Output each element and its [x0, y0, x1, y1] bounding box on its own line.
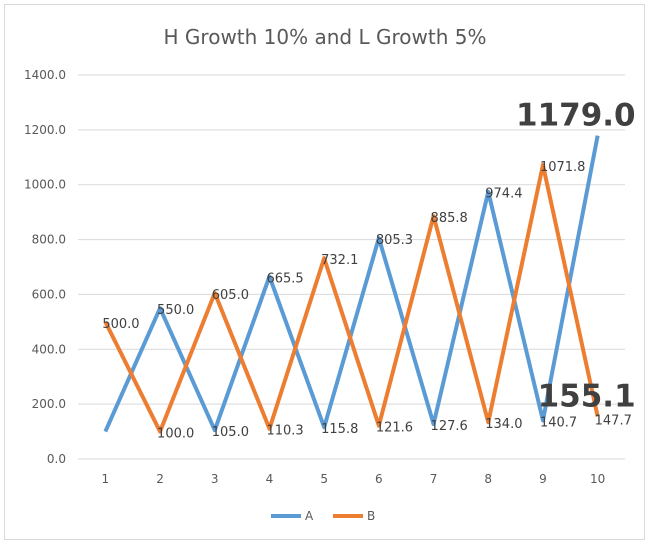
data-label: 665.5: [266, 271, 303, 286]
y-tick-label: 800.0: [32, 233, 66, 247]
legend-label-b: B: [367, 509, 375, 523]
data-label: 805.3: [376, 233, 413, 248]
series-line-b: [103, 163, 600, 434]
data-label: 134.0: [485, 417, 522, 432]
x-tick-label: 4: [266, 472, 274, 486]
data-label: 500.0: [102, 317, 139, 332]
x-tick-label: 8: [484, 472, 492, 486]
y-tick-label: 200.0: [32, 397, 66, 411]
x-tick-label: 2: [156, 472, 164, 486]
data-label: 100.0: [157, 427, 194, 442]
data-label: 140.7: [540, 415, 577, 430]
data-label: 105.0: [212, 425, 249, 440]
x-tick-label: 7: [430, 472, 438, 486]
data-label: 115.8: [321, 422, 358, 437]
x-axis-ticks: 1 2 3 4 5 6 7 8 9 10: [102, 472, 606, 486]
highlight-label: 155.1: [538, 378, 636, 414]
legend-label-a: A: [305, 509, 314, 523]
x-tick-label: 9: [539, 472, 547, 486]
y-tick-label: 600.0: [32, 287, 66, 301]
data-label: 147.7: [595, 413, 632, 428]
series-lines: [103, 135, 600, 434]
x-tick-label: 3: [211, 472, 219, 486]
x-tick-label: 5: [320, 472, 328, 486]
x-tick-label: 6: [375, 472, 383, 486]
y-tick-label: 0.0: [47, 452, 66, 466]
data-label: 110.3: [266, 424, 303, 439]
data-labels: 500.0 100.0 550.0 105.0 605.0 110.3 665.5 115.8…: [102, 98, 635, 442]
data-label: 121.6: [376, 421, 413, 436]
chart-frame: [4, 4, 645, 540]
data-label: 1071.8: [540, 160, 586, 175]
data-label: 550.0: [157, 303, 194, 318]
y-tick-label: 1200.0: [24, 123, 66, 137]
y-axis-ticks: 0.0 200.0 400.0 600.0 800.0 1000.0 1200.0 1400.…: [24, 68, 66, 466]
data-label: 885.8: [431, 211, 468, 226]
data-label: 974.4: [485, 187, 522, 202]
series-line-a: [103, 135, 600, 433]
x-tick-label: 10: [590, 472, 605, 486]
highlight-label: 1179.0: [516, 98, 636, 134]
data-label: 732.1: [321, 253, 358, 268]
y-tick-label: 1000.0: [24, 178, 66, 192]
data-label: 127.6: [431, 419, 468, 434]
data-label: 605.0: [212, 288, 249, 303]
y-tick-label: 1400.0: [24, 68, 66, 82]
y-tick-label: 400.0: [32, 342, 66, 356]
chart-title: H Growth 10% and L Growth 5%: [164, 25, 487, 49]
x-tick-label: 1: [102, 472, 110, 486]
